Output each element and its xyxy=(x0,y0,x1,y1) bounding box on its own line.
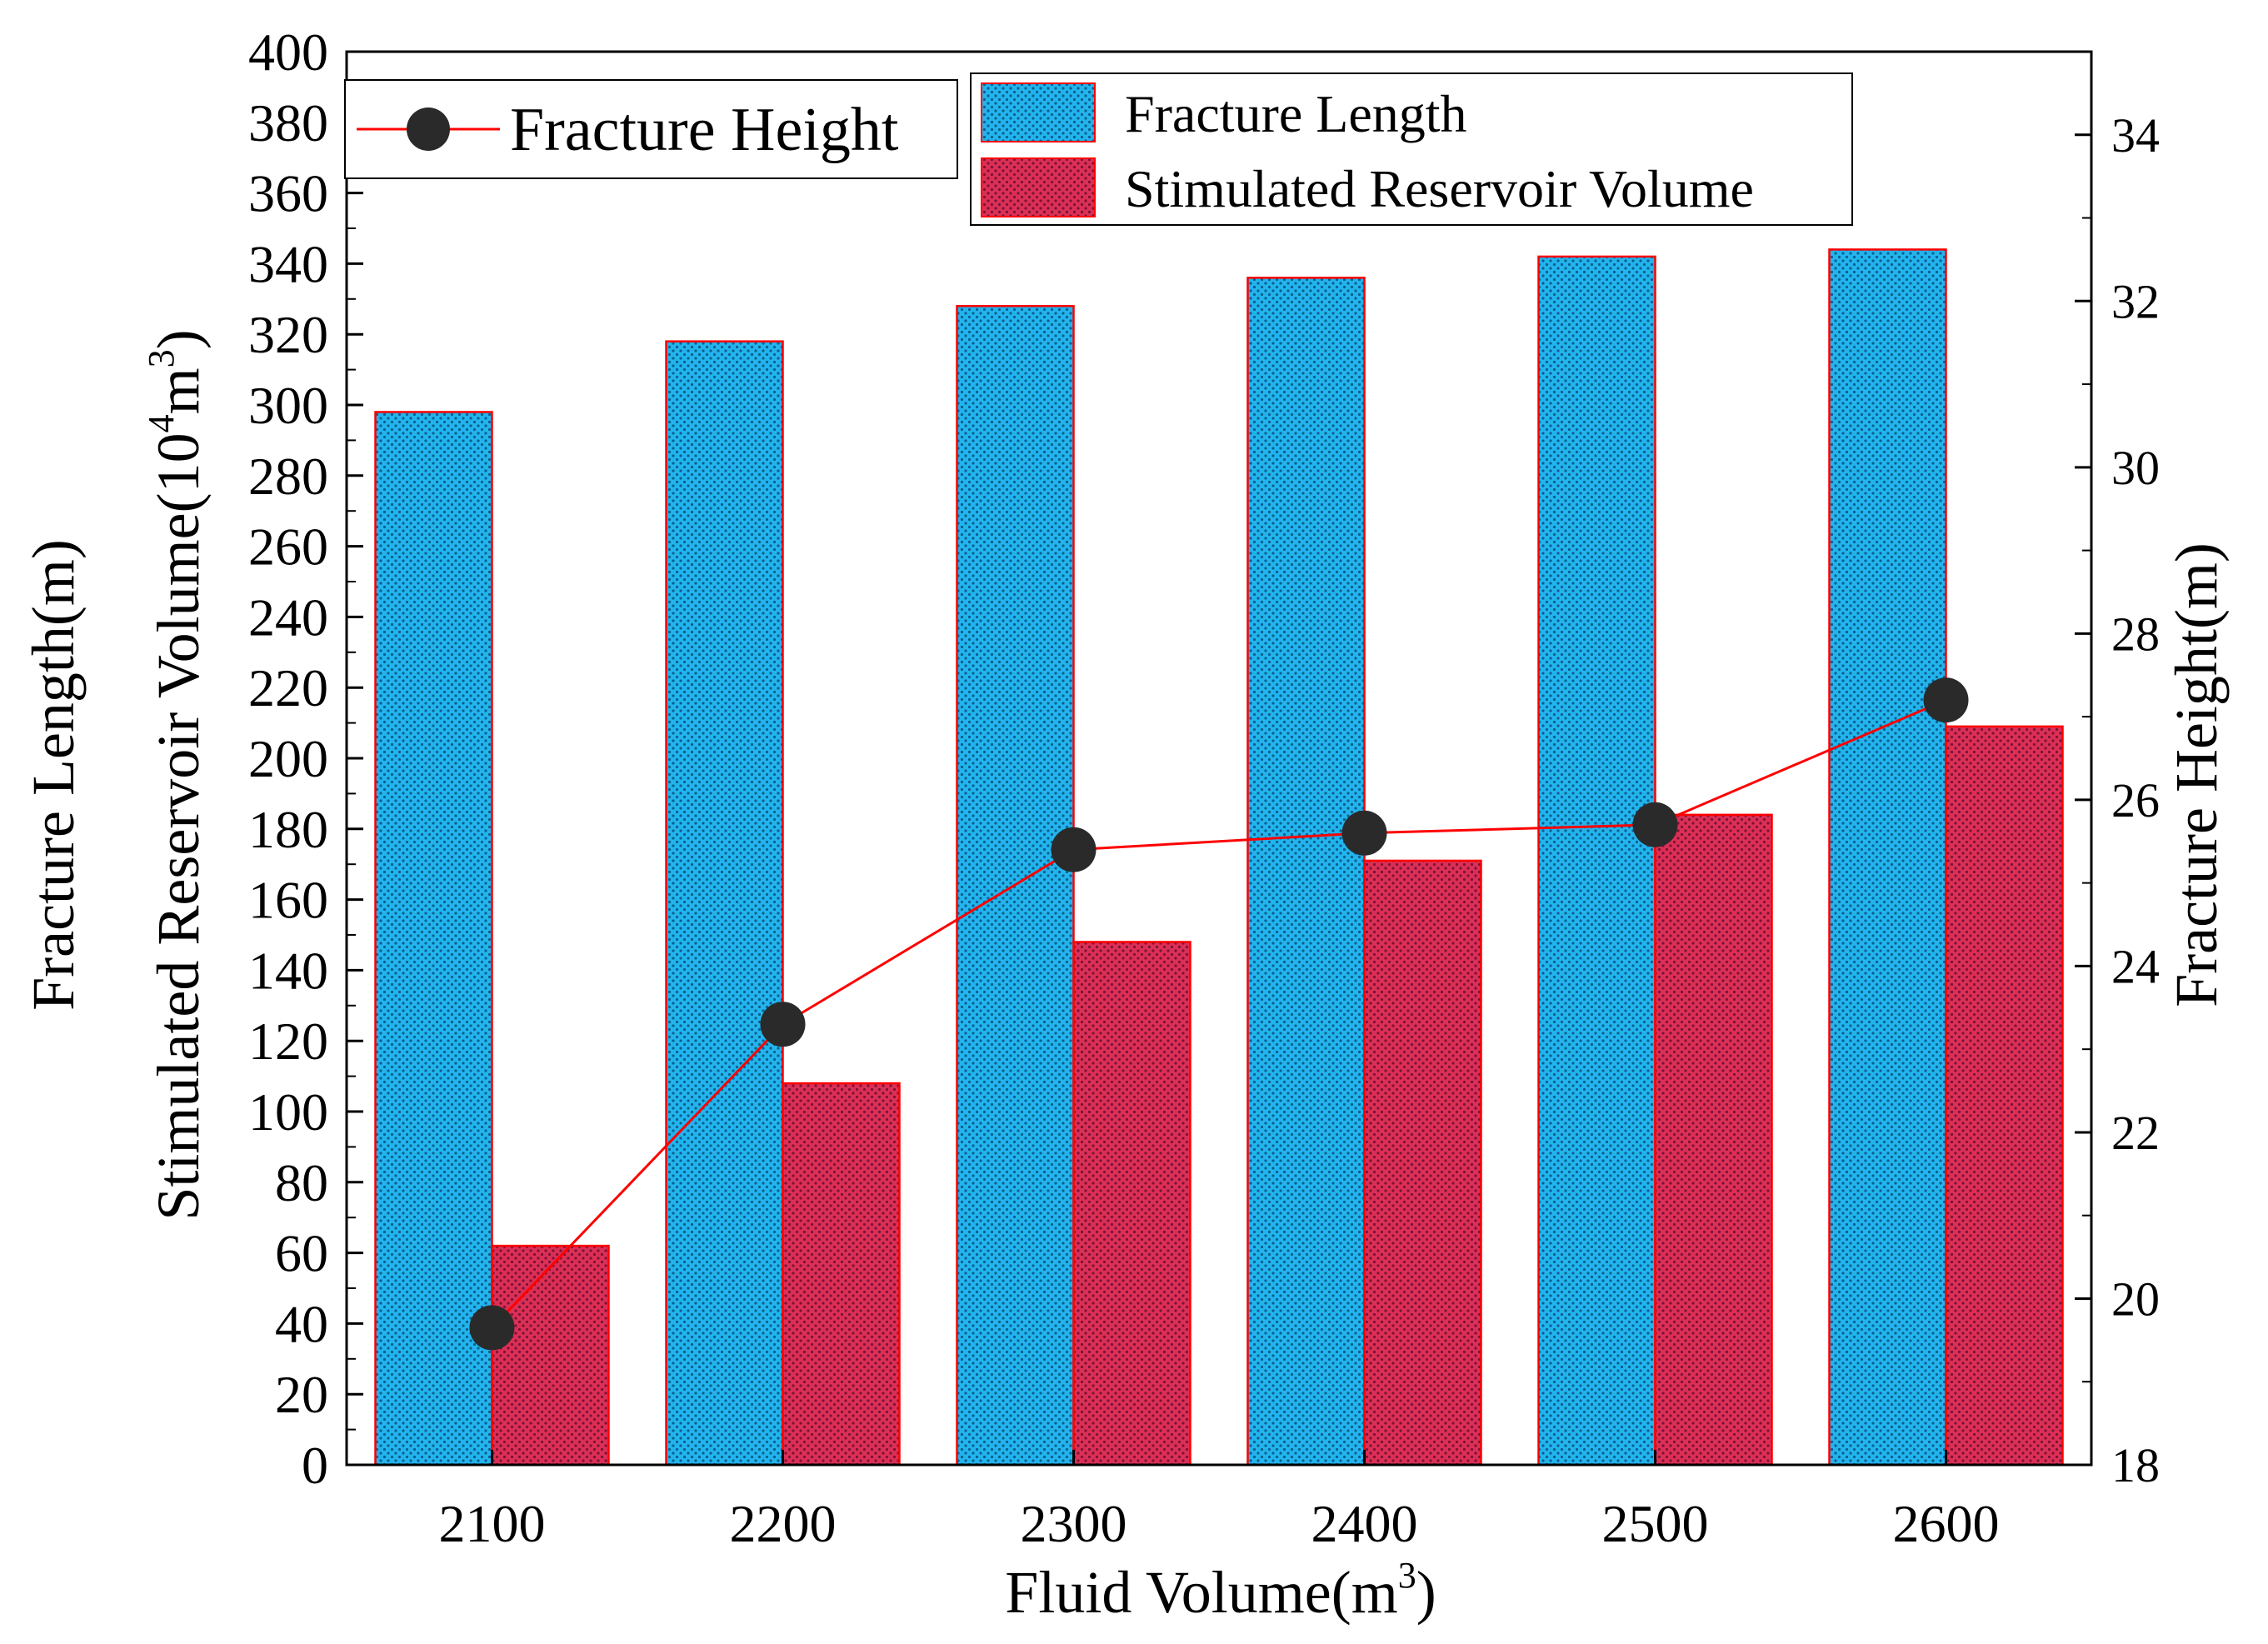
y-left-tick-label-160: 160 xyxy=(248,871,328,930)
y-left-tick-label-120: 120 xyxy=(248,1012,328,1071)
y-right-tick-label-18: 18 xyxy=(2111,1438,2160,1492)
line-fracture-height xyxy=(491,698,1947,1329)
y-left-tick-label-340: 340 xyxy=(248,234,328,293)
point-fracture-height-2200 xyxy=(760,1002,806,1047)
bar-srv-2100 xyxy=(491,1244,610,1467)
bar-srv-2400 xyxy=(1363,859,1482,1467)
y-left-tick-label-100: 100 xyxy=(248,1082,328,1142)
bars-layer xyxy=(374,248,2064,1467)
y-left-tick-label-400: 400 xyxy=(248,22,328,82)
point-fracture-height-2500 xyxy=(1632,802,1678,847)
y-left-tick-label-220: 220 xyxy=(248,658,328,717)
legend-label-fracture-length: Fracture Length xyxy=(1125,84,1467,143)
legend-line-label: Fracture Height xyxy=(510,96,899,164)
legend-bars-box xyxy=(970,72,1853,226)
y-right-tick-label-20: 20 xyxy=(2111,1272,2160,1326)
y-left-tick-label-280: 280 xyxy=(248,447,328,506)
y-axis-left-title-line2: Stimulated Reservoir Volume(104m3) xyxy=(141,329,212,1220)
legend-swatch-srv xyxy=(981,157,1096,217)
bar-srv-2200 xyxy=(782,1082,901,1467)
y-left-tick-label-360: 360 xyxy=(248,164,328,223)
x-tick-label-2400: 2400 xyxy=(1311,1494,1418,1553)
bar-fracture-length-2600 xyxy=(1828,248,1947,1467)
y-axis-right-title: Fracture Height(m) xyxy=(2163,542,2230,1007)
x-tick-label-2500: 2500 xyxy=(1602,1494,1709,1553)
y-left-tick-label-140: 140 xyxy=(248,941,328,1000)
y-right-tick-label-24: 24 xyxy=(2111,939,2160,993)
bar-fracture-length-2100 xyxy=(374,411,493,1467)
y-right-tick-label-26: 26 xyxy=(2111,773,2160,827)
legend-line-marker xyxy=(407,107,450,151)
y-left-tick-label-80: 80 xyxy=(275,1153,328,1212)
y-left-tick-label-300: 300 xyxy=(248,376,328,435)
bar-fracture-length-2500 xyxy=(1537,255,1656,1467)
bar-srv-2600 xyxy=(1945,725,2064,1467)
y-right-tick-label-32: 32 xyxy=(2111,274,2160,328)
y-left-tick-label-40: 40 xyxy=(275,1294,328,1353)
x-tick-label-2600: 2600 xyxy=(1893,1494,2000,1553)
y-left-tick-label-180: 180 xyxy=(248,800,328,859)
point-fracture-height-2400 xyxy=(1341,810,1387,856)
x-tick-label-2200: 2200 xyxy=(730,1494,837,1553)
y-right-tick-label-22: 22 xyxy=(2111,1106,2160,1160)
legend-swatch-fracture-length xyxy=(981,82,1096,142)
y-right-tick-label-34: 34 xyxy=(2111,108,2160,162)
point-fracture-height-2100 xyxy=(469,1305,515,1351)
bar-srv-2300 xyxy=(1072,941,1191,1467)
y-left-tick-label-260: 260 xyxy=(248,517,328,577)
y-left-tick-label-60: 60 xyxy=(275,1224,328,1283)
axes-layer: 0 20 40 60 80 100 120 140 160 180 200 220 240 260 280 3… xyxy=(248,22,2160,1553)
x-tick-label-2300: 2300 xyxy=(1021,1494,1127,1553)
bar-srv-2500 xyxy=(1654,813,1773,1467)
y-left-tick-label-200: 200 xyxy=(248,729,328,788)
y-right-tick-label-30: 30 xyxy=(2111,441,2160,495)
bar-fracture-length-2400 xyxy=(1246,277,1366,1467)
y-right-tick-label-28: 28 xyxy=(2111,607,2160,661)
line-layer xyxy=(469,677,1969,1351)
y-axis-left-title-line1: Fracture Length(m) xyxy=(20,539,87,1011)
point-fracture-height-2300 xyxy=(1051,827,1097,872)
y-left-tick-label-240: 240 xyxy=(248,587,328,647)
y-left-tick-label-0: 0 xyxy=(302,1436,328,1495)
y-left-tick-label-380: 380 xyxy=(248,93,328,152)
bar-fracture-length-2200 xyxy=(665,340,784,1467)
point-fracture-height-2600 xyxy=(1923,677,1969,723)
y-left-tick-label-20: 20 xyxy=(275,1365,328,1424)
legend-label-srv: Stimulated Reservoir Volume xyxy=(1125,159,1754,218)
legend-bars: Fracture Length Stimulated Reservoir Vol… xyxy=(970,72,1853,226)
legend-line: Fracture Height xyxy=(344,79,958,179)
x-axis-title: Fluid Volume(m3) xyxy=(1005,1555,1436,1626)
y-left-tick-label-320: 320 xyxy=(248,305,328,364)
x-tick-label-2100: 2100 xyxy=(439,1494,546,1553)
